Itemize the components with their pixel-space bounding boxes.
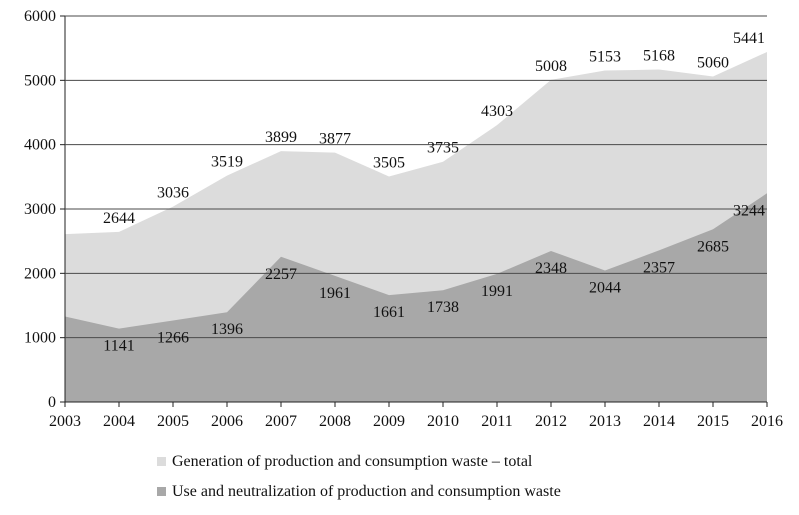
x-tick-label: 2015: [697, 413, 729, 430]
gridlines: [65, 15, 767, 339]
data-label-series-2: 1738: [427, 299, 459, 316]
legend: Generation of production and consumption…: [157, 453, 561, 500]
data-label-series-2: 2044: [589, 280, 621, 297]
data-label-series-2: 1266: [157, 330, 189, 347]
data-label-series-2: 3244: [733, 202, 765, 219]
axes: 0 1000 2000 3000 4000 5000 6000 2003 2004 2005 200…: [24, 8, 783, 430]
x-tick-label: 2011: [481, 413, 512, 430]
y-tick-label: 3000: [24, 201, 56, 218]
legend-label-2: Use and neutralization of production and…: [172, 483, 561, 500]
data-label-series-2: 2257: [265, 266, 297, 283]
legend-swatch-1: [157, 457, 166, 466]
data-label-series-1: 3899: [265, 129, 297, 146]
x-tick-label: 2012: [535, 413, 567, 430]
x-tick-label: 2014: [643, 413, 675, 430]
y-tick-label: 5000: [24, 72, 56, 89]
y-tick-label: 4000: [24, 137, 56, 154]
legend-swatch-2: [157, 487, 166, 496]
x-tick-label: 2006: [211, 413, 243, 430]
data-label-series-1: 3519: [211, 154, 243, 171]
data-label-series-1: 5153: [589, 48, 621, 65]
data-label-series-2: 2357: [643, 259, 675, 276]
data-label-series-1: 3877: [319, 131, 351, 148]
data-label-series-1: 2644: [103, 210, 135, 227]
data-label-series-1: 3505: [373, 155, 405, 172]
x-tick-label: 2007: [265, 413, 297, 430]
data-label-series-2: 1141: [103, 338, 134, 355]
data-labels: 2644 3036 3519 3899 3877 3505 3735 4303 5008 5153…: [103, 30, 765, 355]
y-tick-label: 1000: [24, 330, 56, 347]
data-label-series-1: 4303: [481, 103, 513, 120]
x-tick-label: 2003: [49, 413, 81, 430]
data-label-series-2: 2348: [535, 260, 567, 277]
data-label-series-2: 1961: [319, 285, 351, 302]
data-label-series-2: 1396: [211, 321, 243, 338]
data-label-series-2: 2685: [697, 238, 729, 255]
x-tick-label: 2008: [319, 413, 351, 430]
x-tick-label: 2004: [103, 413, 135, 430]
data-label-series-1: 5441: [733, 30, 765, 47]
data-label-series-1: 5008: [535, 58, 567, 75]
series-areas: [65, 51, 767, 403]
y-tick-label: 2000: [24, 265, 56, 282]
data-label-series-1: 3735: [427, 140, 459, 157]
data-label-series-1: 5060: [697, 54, 729, 71]
x-tick-label: 2016: [751, 413, 783, 430]
x-tick-label: 2013: [589, 413, 621, 430]
series-area-2: [65, 193, 767, 402]
legend-label-1: Generation of production and consumption…: [172, 453, 533, 470]
data-label-series-2: 1991: [481, 283, 513, 300]
y-tick-label: 6000: [24, 8, 56, 25]
y-tick-label: 0: [48, 394, 56, 411]
data-label-series-2: 1661: [373, 304, 405, 321]
data-label-series-1: 5168: [643, 48, 675, 65]
x-tick-label: 2009: [373, 413, 405, 430]
x-tick-label: 2005: [157, 413, 189, 430]
x-tick-label: 2010: [427, 413, 459, 430]
data-label-series-1: 3036: [157, 185, 189, 202]
